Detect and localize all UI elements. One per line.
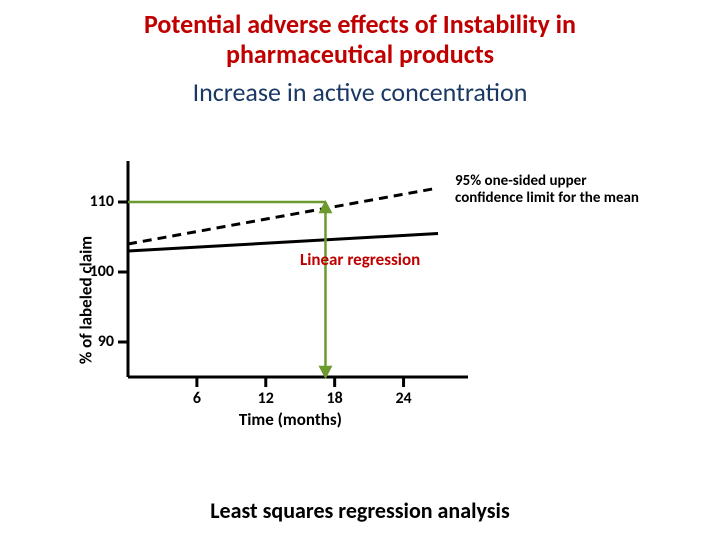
- x-tick: 18: [320, 389, 350, 408]
- y-tick: 110: [80, 192, 114, 211]
- y-tick: 100: [80, 262, 114, 281]
- slide-title: Potential adverse effects of Instability…: [0, 0, 720, 70]
- x-tick: 6: [182, 389, 212, 408]
- x-axis-label: Time (months): [239, 409, 342, 430]
- slide-subtitle: Increase in active concentration: [0, 76, 720, 108]
- y-tick: 90: [80, 332, 114, 351]
- x-tick: 24: [389, 389, 419, 408]
- x-tick: 12: [251, 389, 281, 408]
- title-line-2: pharmaceutical products: [226, 38, 494, 70]
- chart-container: % of labeled claim 90100110 6121824 95% …: [70, 155, 650, 445]
- slide-caption: Least squares regression analysis: [0, 497, 720, 524]
- chart-annotation: Linear regression: [300, 251, 420, 270]
- title-line-1: Potential adverse effects of Instability…: [144, 8, 576, 40]
- chart-annotation: 95% one-sided upperconfidence limit for …: [455, 173, 639, 206]
